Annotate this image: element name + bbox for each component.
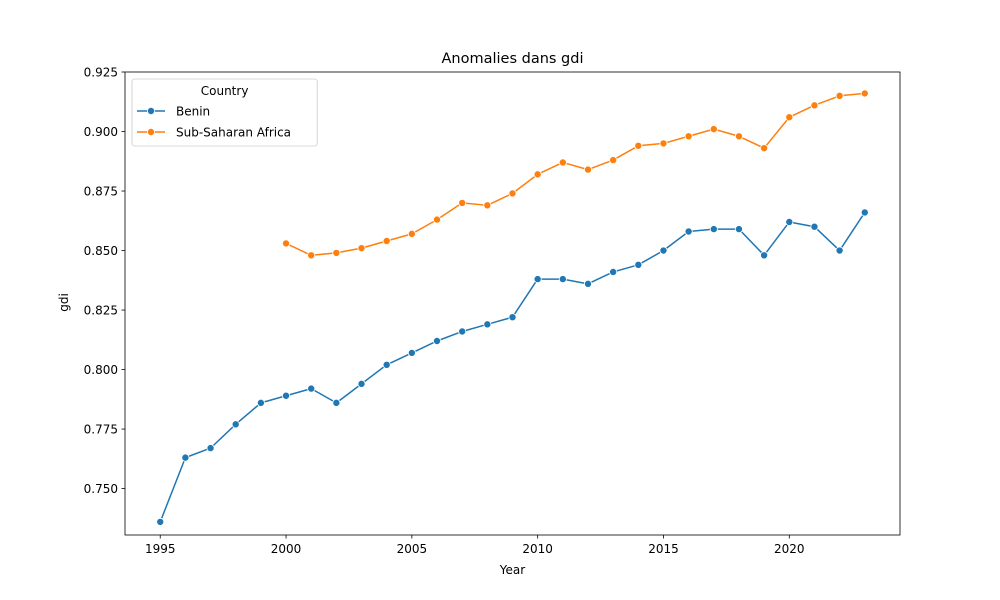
data-point — [860, 208, 869, 217]
y-tick-label: 0.875 — [84, 184, 118, 198]
y-tick-label: 0.900 — [84, 125, 118, 139]
y-tick-label: 0.750 — [84, 482, 118, 496]
y-tick-label: 0.925 — [84, 65, 118, 79]
data-point — [558, 275, 567, 284]
data-point — [810, 222, 819, 231]
data-point — [156, 517, 165, 526]
plot-frame — [124, 71, 901, 536]
data-point — [709, 225, 718, 234]
legend-marker — [146, 127, 155, 136]
y-axis-label: gdi — [57, 293, 71, 312]
axes: 1995 2000 2005 2010 2015 2020 0.750 0.775 0.800 0… — [84, 65, 901, 556]
data-point — [583, 279, 592, 288]
data-point — [433, 336, 442, 345]
data-point — [533, 170, 542, 179]
y-tick-label: 0.800 — [84, 363, 118, 377]
data-point — [684, 132, 693, 141]
data-point — [231, 420, 240, 429]
data-point — [760, 144, 769, 153]
legend-label: Sub-Saharan Africa — [176, 125, 291, 139]
data-point — [785, 113, 794, 122]
x-tick-label: 2015 — [648, 542, 679, 556]
data-point — [785, 217, 794, 226]
y-tick-label: 0.850 — [84, 244, 118, 258]
x-tick-label: 1995 — [145, 542, 176, 556]
legend-title: Country — [201, 84, 249, 98]
data-point — [282, 391, 291, 400]
series-line-0 — [159, 212, 866, 523]
data-point — [357, 244, 366, 253]
data-point — [407, 348, 416, 357]
data-point — [357, 379, 366, 388]
data-point — [206, 444, 215, 453]
data-point — [332, 398, 341, 407]
data-point — [282, 239, 291, 248]
data-point — [458, 327, 467, 336]
x-tick-label: 2010 — [522, 542, 553, 556]
data-point — [659, 246, 668, 255]
data-point — [583, 165, 592, 174]
x-tick-label: 2005 — [397, 542, 428, 556]
data-point — [307, 251, 316, 260]
x-tick-label: 2000 — [271, 542, 302, 556]
legend-box — [131, 78, 318, 147]
data-point — [659, 139, 668, 148]
data-point — [734, 225, 743, 234]
data-point — [483, 201, 492, 210]
legend-label: Benin — [176, 104, 210, 118]
data-point — [433, 215, 442, 224]
data-point — [860, 89, 869, 98]
data-point — [609, 156, 618, 165]
y-tick-label: 0.825 — [84, 303, 118, 317]
x-tick-label: 2020 — [774, 542, 805, 556]
plot-area — [156, 89, 869, 526]
data-point — [558, 158, 567, 167]
data-point — [256, 398, 265, 407]
data-point — [382, 360, 391, 369]
data-point — [458, 198, 467, 207]
data-point — [508, 189, 517, 198]
data-point — [684, 227, 693, 236]
data-point — [634, 260, 643, 269]
data-point — [835, 246, 844, 255]
data-point — [307, 384, 316, 393]
series-line-1 — [285, 92, 865, 257]
data-point — [810, 101, 819, 110]
data-point — [634, 141, 643, 150]
chart-title: Anomalies dans gdi — [441, 51, 583, 67]
data-point — [609, 267, 618, 276]
x-axis-label: Year — [499, 563, 525, 577]
data-point — [760, 251, 769, 260]
data-point — [508, 313, 517, 322]
data-point — [483, 320, 492, 329]
data-point — [709, 125, 718, 134]
data-point — [332, 248, 341, 257]
legend: Country Benin Sub-Saharan Africa — [131, 78, 318, 147]
data-point — [835, 91, 844, 100]
y-tick-label: 0.775 — [84, 422, 118, 436]
data-point — [181, 453, 190, 462]
data-point — [407, 229, 416, 238]
data-point — [734, 132, 743, 141]
data-point — [382, 237, 391, 246]
data-point — [533, 275, 542, 284]
legend-marker — [146, 107, 155, 116]
